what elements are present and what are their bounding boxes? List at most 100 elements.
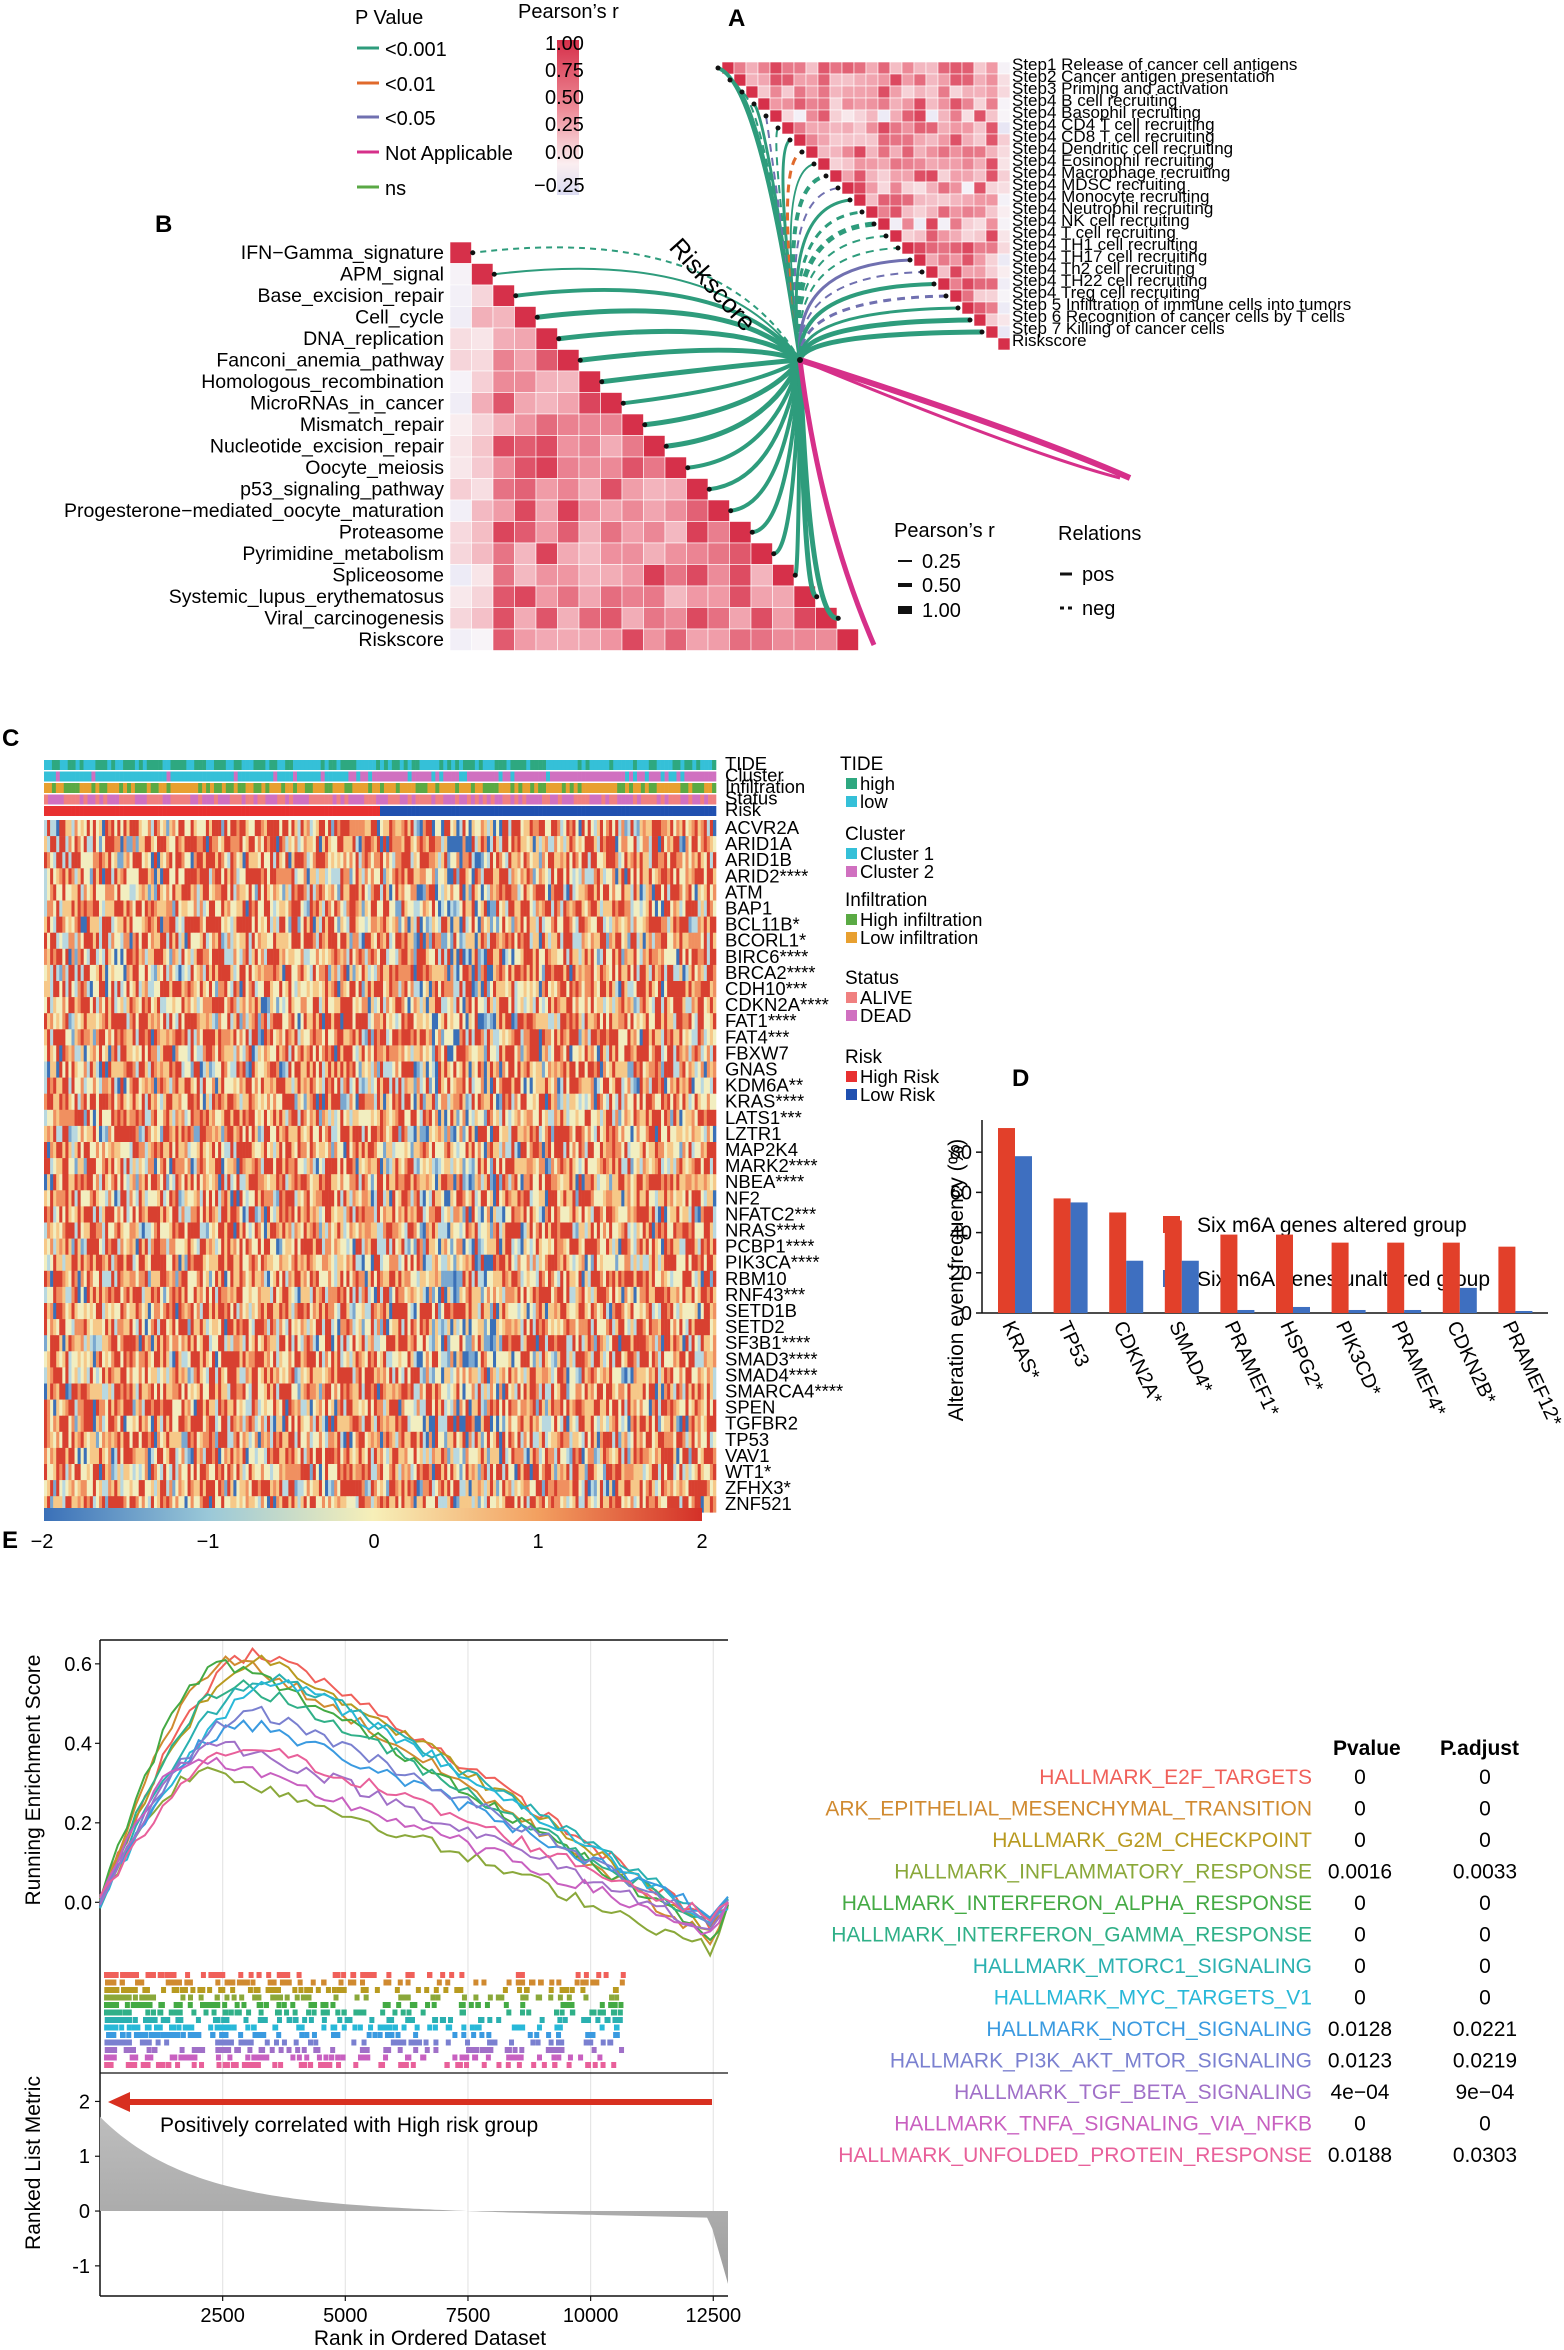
pvalue-legend-item: <0.05	[385, 108, 436, 130]
ranked-ytick: 1	[79, 2146, 90, 2168]
gsea-curve-4	[99, 1658, 729, 1942]
gsea-series-name: HALLMARK_INTERFERON_ALPHA_RESPONSE	[842, 1892, 1312, 1915]
gene-label: FBXW7	[725, 1042, 789, 1063]
gene-label: KDM6A**	[725, 1075, 803, 1096]
bar-altered-0	[998, 1128, 1015, 1313]
panel-label-c: C	[2, 725, 19, 752]
panel-b-label: Nucleotide_excision_repair	[210, 435, 445, 457]
size-legend-title: Pearson’s r	[894, 520, 995, 542]
panel-a-label: Step4 TH22 cell recruiting	[1012, 271, 1207, 290]
gsea-series-padjust: 0	[1479, 1829, 1491, 1852]
gsea-table-header-pvalue: Pvalue	[1333, 1737, 1401, 1760]
gsea-series-name: HALLMARK_E2F_TARGETS	[1039, 1766, 1312, 1789]
panel-b-label: Proteasome	[339, 521, 444, 543]
gsea-series-padjust: 0	[1479, 1987, 1491, 2010]
ranked-ytick: 2	[79, 2091, 90, 2113]
heatmap-b	[449, 241, 859, 651]
correlation-arcs	[470, 65, 1132, 646]
annotation-row-label: Cluster	[725, 765, 784, 786]
gsea-xtick: 7500	[446, 2305, 491, 2327]
gene-label: LZTR1	[725, 1123, 782, 1144]
gsea-curve-10	[99, 1740, 729, 1931]
panel-d-ytick: 20	[950, 1263, 972, 1285]
gsea-series-padjust: 0	[1479, 1955, 1491, 1978]
gene-label: WT1*	[725, 1461, 771, 1482]
gene-label: SF3B1****	[725, 1332, 810, 1353]
panel-a-label: Step 7 Killing of cancer cells	[1012, 319, 1225, 338]
gsea-series-pvalue: 0	[1354, 1892, 1366, 1915]
gene-label: MAP2K4	[725, 1139, 798, 1160]
gene-label: BIRC6****	[725, 946, 808, 967]
gsea-series-name: HALLMARK_MTORC1_SIGNALING	[973, 1955, 1312, 1978]
gsea-series-pvalue: 0	[1354, 1955, 1366, 1978]
legend-group-title: Risk	[845, 1047, 882, 1068]
panel-a-label: Step 6 Recognition of cancer cells by T …	[1012, 307, 1345, 326]
heatmap-a-labels: Step1 Release of cancer cell antigensSte…	[1012, 55, 1351, 350]
annotation-row-label: TIDE	[725, 753, 767, 774]
gsea-ytick: 0.2	[64, 1813, 92, 1835]
panel-b-label: Oocyte_meiosis	[305, 457, 444, 479]
gene-label: SMAD4****	[725, 1364, 818, 1385]
gsea-xtick: 12500	[685, 2305, 741, 2327]
legend-swatch	[846, 932, 857, 943]
colorbar-tick: −2	[31, 1531, 54, 1553]
heatmap-b-labels: IFN−Gamma_signatureAPM_signalBase_excisi…	[64, 242, 444, 651]
gsea-curve-3	[99, 1766, 729, 1958]
gsea-series-pvalue: 0.0123	[1328, 2050, 1392, 2073]
panel-a-label: Step2 Cancer antigen presentation	[1012, 67, 1275, 86]
panel-a-label: Step4 Monocyte recruiting	[1012, 187, 1210, 206]
bar-unaltered-5	[1293, 1306, 1310, 1313]
panel-a-label: Step4 CD8 T cell recruiting	[1012, 127, 1215, 146]
legend-item-label: low	[860, 791, 888, 812]
pvalue-legend-item: <0.01	[385, 74, 436, 96]
gene-label: SETD2	[725, 1316, 785, 1337]
legend-item-label: Low Risk	[860, 1084, 936, 1105]
bar-unaltered-7	[1404, 1309, 1422, 1313]
panel-b-label: APM_signal	[340, 263, 444, 285]
gsea-series-pvalue: 0	[1354, 1924, 1366, 1947]
legend-item-label: ALIVE	[860, 987, 912, 1008]
panel-b-label: Base_excision_repair	[258, 285, 445, 307]
panel-a-label: Step 5 Infiltration of immune cells into…	[1012, 295, 1351, 314]
colorbar-tick: 2	[696, 1531, 707, 1553]
bar-altered-5	[1276, 1234, 1293, 1313]
gsea-series-padjust: 0.0221	[1453, 2018, 1517, 2041]
gsea-xtick: 2500	[200, 2305, 245, 2327]
gsea-xlabel: Rank in Ordered Dataset	[314, 2327, 546, 2350]
gene-label: MARK2****	[725, 1155, 818, 1176]
gene-labels: ACVR2AARID1AARID1BARID2****ATMBAP1BCL11B…	[725, 817, 843, 1514]
pvalue-legend-item: Not Applicable	[385, 143, 513, 165]
annotation-row-label: Status	[725, 788, 777, 809]
gsea-series-padjust: 0	[1479, 1924, 1491, 1947]
gsea-series-name: HALLMARK_UNFOLDED_PROTEIN_RESPONSE	[838, 2144, 1312, 2167]
bar-unaltered-6	[1348, 1309, 1366, 1313]
gene-label: CDKN2A****	[725, 994, 829, 1015]
bar-unaltered-0	[1015, 1156, 1032, 1313]
gsea-series-pvalue: 0.0128	[1328, 2018, 1392, 2041]
gene-label: ACVR2A	[725, 817, 800, 838]
gsea-table-header-padjust: P.adjust	[1440, 1737, 1519, 1760]
gsea-curve-8	[99, 1719, 729, 1920]
gene-label: RBM10	[725, 1268, 787, 1289]
panel-a-label: Step4 Treg cell recruiting	[1012, 283, 1200, 302]
gene-label: NBEA****	[725, 1171, 804, 1192]
panel-a-label: Step4 CD4 T cell recruiting	[1012, 115, 1215, 134]
gsea-series-padjust: 0.0219	[1453, 2050, 1517, 2073]
legend-item-label: High Risk	[860, 1066, 940, 1087]
legend-swatch	[846, 866, 857, 877]
panel-d-ytick: 60	[950, 1182, 972, 1204]
gene-label: ARID2****	[725, 865, 808, 886]
gsea-series-pvalue: 0	[1354, 1798, 1366, 1821]
gsea-series-name: HALLMARK_TNFA_SIGNALING_VIA_NFKB	[894, 2113, 1312, 2136]
gene-label: ATM	[725, 881, 763, 902]
gene-label: BCL11B*	[725, 914, 800, 935]
panel-b-label: Homologous_recombination	[201, 371, 444, 393]
bar-altered-8	[1442, 1242, 1460, 1313]
gsea-series-name: HALLMARK_MYC_TARGETS_V1	[994, 1987, 1312, 2010]
gsea-series-name: ARK_EPITHELIAL_MESENCHYMAL_TRANSITION	[825, 1798, 1312, 1821]
panel-c-heatmap	[44, 760, 717, 1513]
heatmap-a	[721, 61, 1011, 351]
bar-altered-4	[1220, 1234, 1238, 1313]
